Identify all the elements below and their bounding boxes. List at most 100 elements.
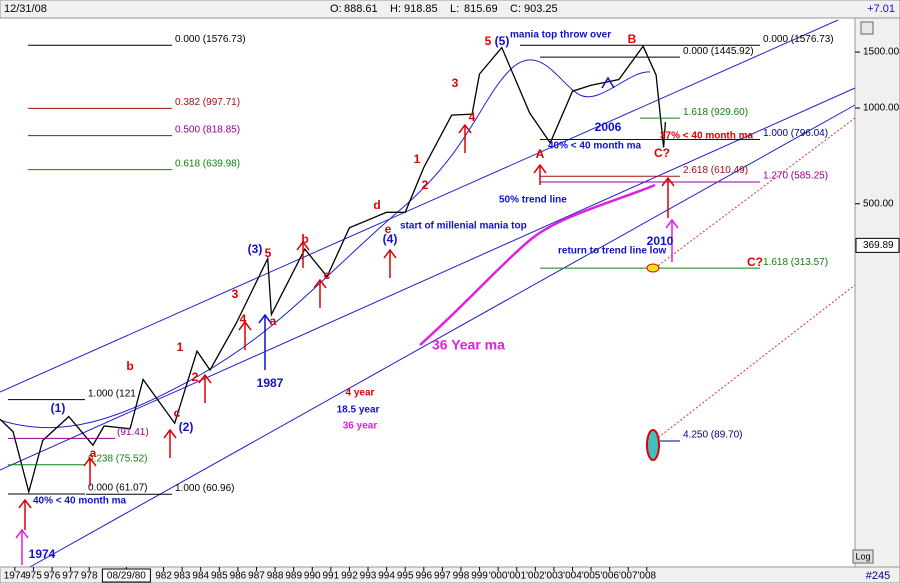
ohlc-label: O: xyxy=(330,3,342,15)
x-tick-label: 987 xyxy=(248,571,265,582)
wave-label: mania top throw over xyxy=(510,30,611,41)
wave-label: (2) xyxy=(179,420,194,434)
ohlc-label: C: xyxy=(510,3,521,15)
fib-label: 0.238 (75.52) xyxy=(88,453,148,464)
wave-label: start of millenial mania top xyxy=(400,221,527,232)
wave-label: 5 xyxy=(485,34,492,48)
x-tick-label: 985 xyxy=(211,571,228,582)
price-axis xyxy=(854,17,900,568)
wave-label: d xyxy=(373,198,380,212)
wave-label: 2006 xyxy=(595,120,622,134)
x-tick-label: '008 xyxy=(638,571,657,582)
fib-label: 1.618 (313.57) xyxy=(763,257,828,268)
cursor-price-box xyxy=(855,237,900,253)
wave-label: 40% < 40 month ma xyxy=(548,141,642,152)
ohlc-label: H: xyxy=(390,3,401,15)
arrow-head xyxy=(533,163,547,174)
x-tick-label: '006 xyxy=(600,571,619,582)
wave-label: b xyxy=(301,232,308,246)
window-icon[interactable] xyxy=(860,21,874,35)
wave-label: 3 xyxy=(452,76,459,90)
fib-label: 1.000 (60.96) xyxy=(175,483,235,494)
x-tick-label: '003 xyxy=(545,571,564,582)
wave-label: C? xyxy=(747,255,763,269)
wave-label: 37% < 40 month ma xyxy=(660,131,754,142)
x-tick-label: 990 xyxy=(304,571,321,582)
wave-label: 4 year xyxy=(346,388,375,399)
wave-label: 1 xyxy=(177,340,184,354)
arrow-head xyxy=(458,123,472,134)
wave-label: a xyxy=(270,314,277,328)
channel-line xyxy=(0,87,856,471)
x-tick-label: 998 xyxy=(453,571,470,582)
wave-label: b xyxy=(126,359,133,373)
arrow-head xyxy=(258,313,272,324)
wave-label: e xyxy=(385,222,392,236)
fib-label: 1.270 (585.25) xyxy=(763,171,828,182)
fib-label: 4.250 (89.70) xyxy=(683,430,743,441)
time-axis xyxy=(0,566,900,583)
wave-label: A xyxy=(536,147,545,161)
wave-label: c xyxy=(324,268,331,282)
arrow-head xyxy=(83,456,97,467)
ma-36-year xyxy=(419,183,656,346)
x-tick-label: '001 xyxy=(507,571,526,582)
wave-label: 3 xyxy=(232,287,239,301)
x-tick-label: 975 xyxy=(25,571,42,582)
arrow-head xyxy=(665,218,679,229)
fib-label: 0.000 (1576.73) xyxy=(763,34,834,45)
arrow-head xyxy=(15,528,29,539)
x-tick-label: 989 xyxy=(285,571,302,582)
ohlc-value: 815.69 xyxy=(464,3,498,15)
fib-label: 0.000 (61.07) xyxy=(88,483,148,494)
x-tick-label: '004 xyxy=(563,571,582,582)
x-tick-label: 992 xyxy=(341,571,358,582)
wave-label: 4 xyxy=(240,312,247,326)
x-tick-label: '000 xyxy=(489,571,508,582)
price-line xyxy=(0,44,667,495)
wave-label: a xyxy=(90,446,97,460)
arrow-head xyxy=(163,428,177,439)
wave-label: (1) xyxy=(51,401,66,415)
fib-label: 1.000 (121 xyxy=(88,388,136,399)
wave-label: (5) xyxy=(495,34,510,48)
fib-label: 0.000 (1576.73) xyxy=(175,34,246,45)
x-tick-label: 999 xyxy=(471,571,488,582)
header-bar xyxy=(0,0,900,19)
arrow-head xyxy=(383,248,397,259)
fib-label: 0.500 (818.85) xyxy=(175,124,240,135)
wave-label: 2 xyxy=(192,370,199,384)
projection-line xyxy=(654,117,856,269)
y-tick-label: 1000.00 xyxy=(863,103,900,114)
cursor-date-box xyxy=(101,568,151,583)
wave-label: (4) xyxy=(383,232,398,246)
x-tick-label: 983 xyxy=(174,571,191,582)
arrow-head xyxy=(198,373,212,384)
chevron xyxy=(601,76,615,89)
log-button-label[interactable]: Log xyxy=(855,551,870,561)
arrow-head xyxy=(661,176,675,187)
x-tick-label: '007 xyxy=(619,571,638,582)
ohlc-value: 903.25 xyxy=(524,3,558,15)
ohlc-label: L: xyxy=(450,3,459,15)
wave-label: 2 xyxy=(422,178,429,192)
x-tick-label: 978 xyxy=(81,571,98,582)
x-tick-label: '005 xyxy=(582,571,601,582)
x-tick-label: 986 xyxy=(230,571,247,582)
wave-label: C? xyxy=(654,146,670,160)
wave-label: 4 xyxy=(469,110,476,124)
fib-label: (91.41) xyxy=(117,427,149,438)
log-button[interactable] xyxy=(852,549,874,564)
x-tick-label: 976 xyxy=(44,571,61,582)
x-tick-label: 984 xyxy=(192,571,209,582)
x-tick-label: 08/29/80 xyxy=(107,571,146,582)
fib-label: 1.618 (929.60) xyxy=(683,107,748,118)
x-tick-label: 995 xyxy=(397,571,414,582)
header-change: +7.01 xyxy=(867,3,895,15)
wave-label: 36 year xyxy=(343,421,378,432)
fib-label: 0.382 (997.71) xyxy=(175,97,240,108)
wave-label: 40% < 40 month ma xyxy=(33,496,127,507)
target-ellipse xyxy=(646,263,660,273)
arrow-head xyxy=(296,240,310,251)
